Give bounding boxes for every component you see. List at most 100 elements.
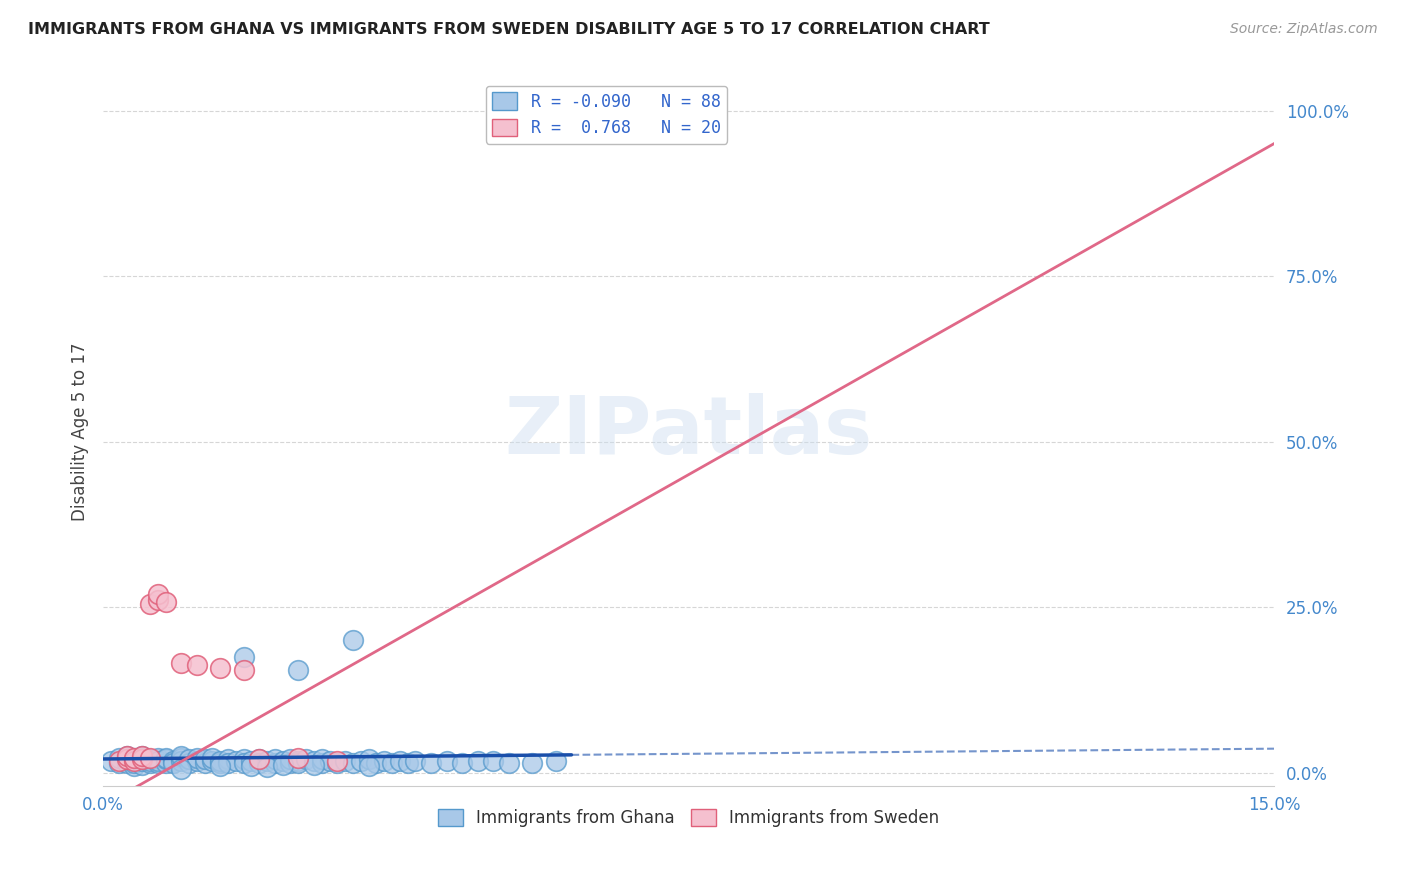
Point [280, 752, 302, 766]
Point [131, 749, 153, 764]
Point [350, 754, 373, 768]
Point [544, 754, 567, 768]
Point [247, 756, 270, 770]
Point [302, 754, 325, 768]
Point [170, 749, 193, 764]
Point [146, 756, 169, 770]
Point [451, 756, 474, 770]
Point [326, 756, 349, 770]
Point [287, 754, 309, 768]
Point [146, 587, 169, 601]
Point [287, 756, 309, 770]
Point [155, 756, 177, 770]
Point [115, 752, 138, 766]
Point [381, 756, 404, 770]
Point [326, 754, 349, 768]
Point [186, 754, 208, 768]
Point [139, 754, 162, 768]
Point [124, 754, 146, 768]
Point [522, 756, 544, 770]
Point [186, 751, 208, 765]
Point [638, 103, 661, 118]
Point [155, 752, 177, 766]
Point [139, 752, 162, 766]
Legend: Immigrants from Ghana, Immigrants from Sweden: Immigrants from Ghana, Immigrants from S… [430, 803, 946, 834]
Point [271, 754, 294, 768]
Point [240, 759, 263, 773]
Point [287, 663, 309, 677]
Point [240, 754, 263, 768]
Point [201, 754, 224, 768]
Point [280, 756, 302, 770]
Point [115, 749, 138, 764]
Point [482, 754, 505, 768]
Point [209, 754, 232, 768]
Point [247, 752, 270, 766]
Point [131, 752, 153, 766]
Point [155, 595, 177, 609]
Point [256, 760, 278, 774]
Point [107, 756, 129, 770]
Point [271, 757, 294, 772]
Point [420, 756, 443, 770]
Point [232, 663, 254, 677]
Text: ZIPatlas: ZIPatlas [505, 392, 873, 471]
Point [357, 759, 380, 773]
Point [170, 657, 193, 671]
Point [318, 754, 340, 768]
Point [209, 661, 232, 675]
Point [333, 754, 356, 768]
Point [162, 756, 184, 770]
Text: Source: ZipAtlas.com: Source: ZipAtlas.com [1230, 22, 1378, 37]
Point [467, 754, 489, 768]
Point [131, 757, 153, 772]
Point [194, 756, 217, 770]
Point [287, 751, 309, 765]
Point [225, 754, 247, 768]
Point [388, 754, 411, 768]
Point [256, 754, 278, 768]
Point [131, 751, 153, 765]
Point [170, 754, 193, 768]
Point [124, 751, 146, 765]
Point [124, 756, 146, 770]
Point [155, 751, 177, 765]
Point [295, 752, 318, 766]
Point [146, 751, 169, 765]
Point [186, 658, 208, 673]
Point [115, 749, 138, 764]
Point [115, 756, 138, 770]
Point [357, 752, 380, 766]
Point [139, 751, 162, 765]
Point [124, 759, 146, 773]
Point [232, 752, 254, 766]
Point [146, 593, 169, 607]
Point [498, 756, 520, 770]
Point [194, 752, 217, 766]
Point [217, 752, 239, 766]
Point [263, 752, 285, 766]
Point [131, 754, 153, 768]
Point [177, 752, 200, 766]
Point [115, 752, 138, 766]
Point [170, 751, 193, 765]
Point [396, 756, 419, 770]
Point [100, 754, 122, 768]
Point [217, 756, 239, 770]
Point [263, 756, 285, 770]
Point [232, 649, 254, 664]
Point [342, 633, 364, 648]
Text: IMMIGRANTS FROM GHANA VS IMMIGRANTS FROM SWEDEN DISABILITY AGE 5 TO 17 CORRELATI: IMMIGRANTS FROM GHANA VS IMMIGRANTS FROM… [28, 22, 990, 37]
Point [373, 754, 395, 768]
Point [124, 754, 146, 768]
Point [201, 751, 224, 765]
Point [311, 752, 333, 766]
Point [107, 754, 129, 768]
Point [139, 756, 162, 770]
Point [209, 759, 232, 773]
Point [162, 754, 184, 768]
Point [366, 756, 388, 770]
Point [170, 762, 193, 776]
Point [146, 754, 169, 768]
Point [232, 756, 254, 770]
